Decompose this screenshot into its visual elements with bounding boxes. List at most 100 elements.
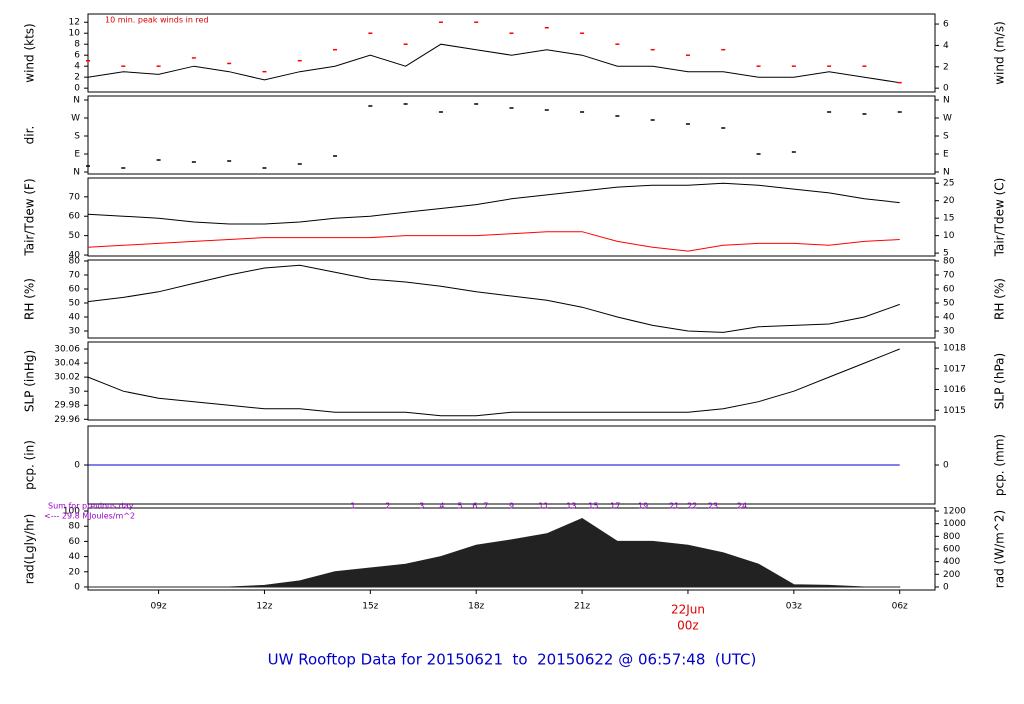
- y-tick-label: N: [73, 168, 80, 178]
- y-tick-label: E: [74, 150, 80, 160]
- y2-axis-label: RH (%): [993, 278, 1007, 320]
- y-tick-label: S: [943, 132, 949, 142]
- y-axis-label: Tair/Tdew (F): [23, 178, 37, 256]
- y-tick-label: 15: [943, 214, 954, 224]
- point: [262, 70, 267, 73]
- hour-mark: 21: [669, 502, 679, 511]
- point: [685, 123, 690, 125]
- point: [615, 115, 620, 117]
- y-axis-label: dir.: [23, 126, 37, 145]
- hour-mark: 4: [439, 502, 444, 511]
- panel-frame: [87, 177, 936, 257]
- y2-axis-label: wind (m/s): [993, 21, 1007, 85]
- hour-mark: 6: [472, 502, 477, 511]
- point: [191, 57, 196, 59]
- y-tick-label: 12: [69, 18, 80, 28]
- point: [862, 65, 867, 67]
- y-axis-label: RH (%): [23, 278, 37, 320]
- panel-frame: [87, 341, 936, 421]
- y-axis-label: SLP (inHg): [23, 350, 37, 412]
- point: [121, 65, 126, 67]
- point: [403, 103, 408, 105]
- y-axis-label: pcp. (in): [23, 440, 37, 490]
- y-tick-label: 4: [74, 62, 80, 72]
- y-tick-label: 30.04: [54, 359, 80, 369]
- x-tick-label: 09z: [150, 602, 166, 612]
- panel-frame: [87, 13, 936, 93]
- point: [580, 111, 585, 113]
- point: [474, 21, 479, 23]
- point: [297, 163, 302, 165]
- x-tick-label: 21z: [574, 602, 590, 612]
- y-axis-label: wind (kts): [23, 23, 37, 82]
- hour-mark: 11: [539, 502, 549, 511]
- y-tick-label: 100: [63, 507, 80, 517]
- y-tick-label: 40: [69, 552, 81, 562]
- y-tick-label: 30: [69, 387, 81, 397]
- y-tick-label: 1018: [943, 344, 966, 354]
- hour-mark: 3: [419, 502, 424, 511]
- y-tick-label: 80: [943, 256, 955, 266]
- note: <--- 29.8 MJoules/m^2: [44, 512, 135, 521]
- y-tick-label: 40: [943, 312, 955, 322]
- y-tick-label: 0: [74, 84, 80, 94]
- point: [827, 65, 832, 67]
- point: [650, 48, 655, 51]
- point: [333, 48, 338, 51]
- y-tick-label: 80: [69, 256, 81, 266]
- point: [156, 159, 161, 161]
- point: [509, 107, 514, 109]
- y-tick-label: 29.96: [54, 415, 80, 425]
- y-tick-label: 0: [74, 582, 80, 592]
- x-tick-label: 06z: [892, 602, 908, 612]
- y-tick-label: 2: [943, 62, 949, 72]
- hour-mark: 22: [687, 502, 697, 511]
- y-tick-label: 0: [943, 461, 949, 471]
- x-tick-label: 18z: [468, 602, 484, 612]
- y2-axis-label: pcp. (mm): [993, 434, 1007, 496]
- y-tick-label: 60: [69, 284, 81, 294]
- y2-axis-label: Tair/Tdew (C): [993, 178, 1007, 258]
- y-tick-label: 10: [943, 231, 955, 241]
- hour-mark: 1: [350, 502, 355, 511]
- point: [368, 32, 373, 34]
- y-tick-label: E: [943, 150, 949, 160]
- y-tick-label: 1017: [943, 364, 966, 374]
- point: [544, 26, 549, 29]
- point: [333, 155, 338, 157]
- y-tick-label: 50: [69, 231, 81, 241]
- point: [544, 109, 549, 111]
- y-tick-label: 70: [69, 270, 81, 280]
- point: [721, 127, 726, 129]
- y-tick-label: 8: [74, 40, 80, 50]
- y-tick-label: 600: [943, 545, 960, 555]
- point: [827, 111, 832, 113]
- hour-mark: 15: [588, 502, 598, 511]
- y-tick-label: 6: [74, 51, 80, 61]
- point: [615, 43, 620, 45]
- point: [509, 32, 514, 34]
- y-tick-label: 1015: [943, 406, 966, 416]
- annotation: 10 min. peak winds in red: [105, 16, 209, 25]
- y-tick-label: 0: [74, 461, 80, 471]
- point: [897, 81, 902, 84]
- date-label: 22Jun: [671, 603, 705, 617]
- y2-axis-label: SLP (hPa): [993, 353, 1007, 409]
- point: [721, 48, 726, 51]
- y-tick-label: N: [943, 96, 950, 106]
- point: [474, 103, 479, 105]
- y-tick-label: 29.98: [54, 401, 80, 411]
- point: [862, 113, 867, 115]
- point: [297, 59, 302, 62]
- point: [897, 111, 902, 113]
- y-tick-label: N: [943, 168, 950, 178]
- y-tick-label: 800: [943, 532, 960, 542]
- point: [438, 111, 443, 113]
- hour-mark: 7: [483, 502, 488, 511]
- y-tick-label: 80: [69, 522, 81, 532]
- y-tick-label: 40: [69, 312, 81, 322]
- y-tick-label: W: [943, 114, 952, 124]
- point: [191, 161, 196, 163]
- point: [685, 54, 690, 56]
